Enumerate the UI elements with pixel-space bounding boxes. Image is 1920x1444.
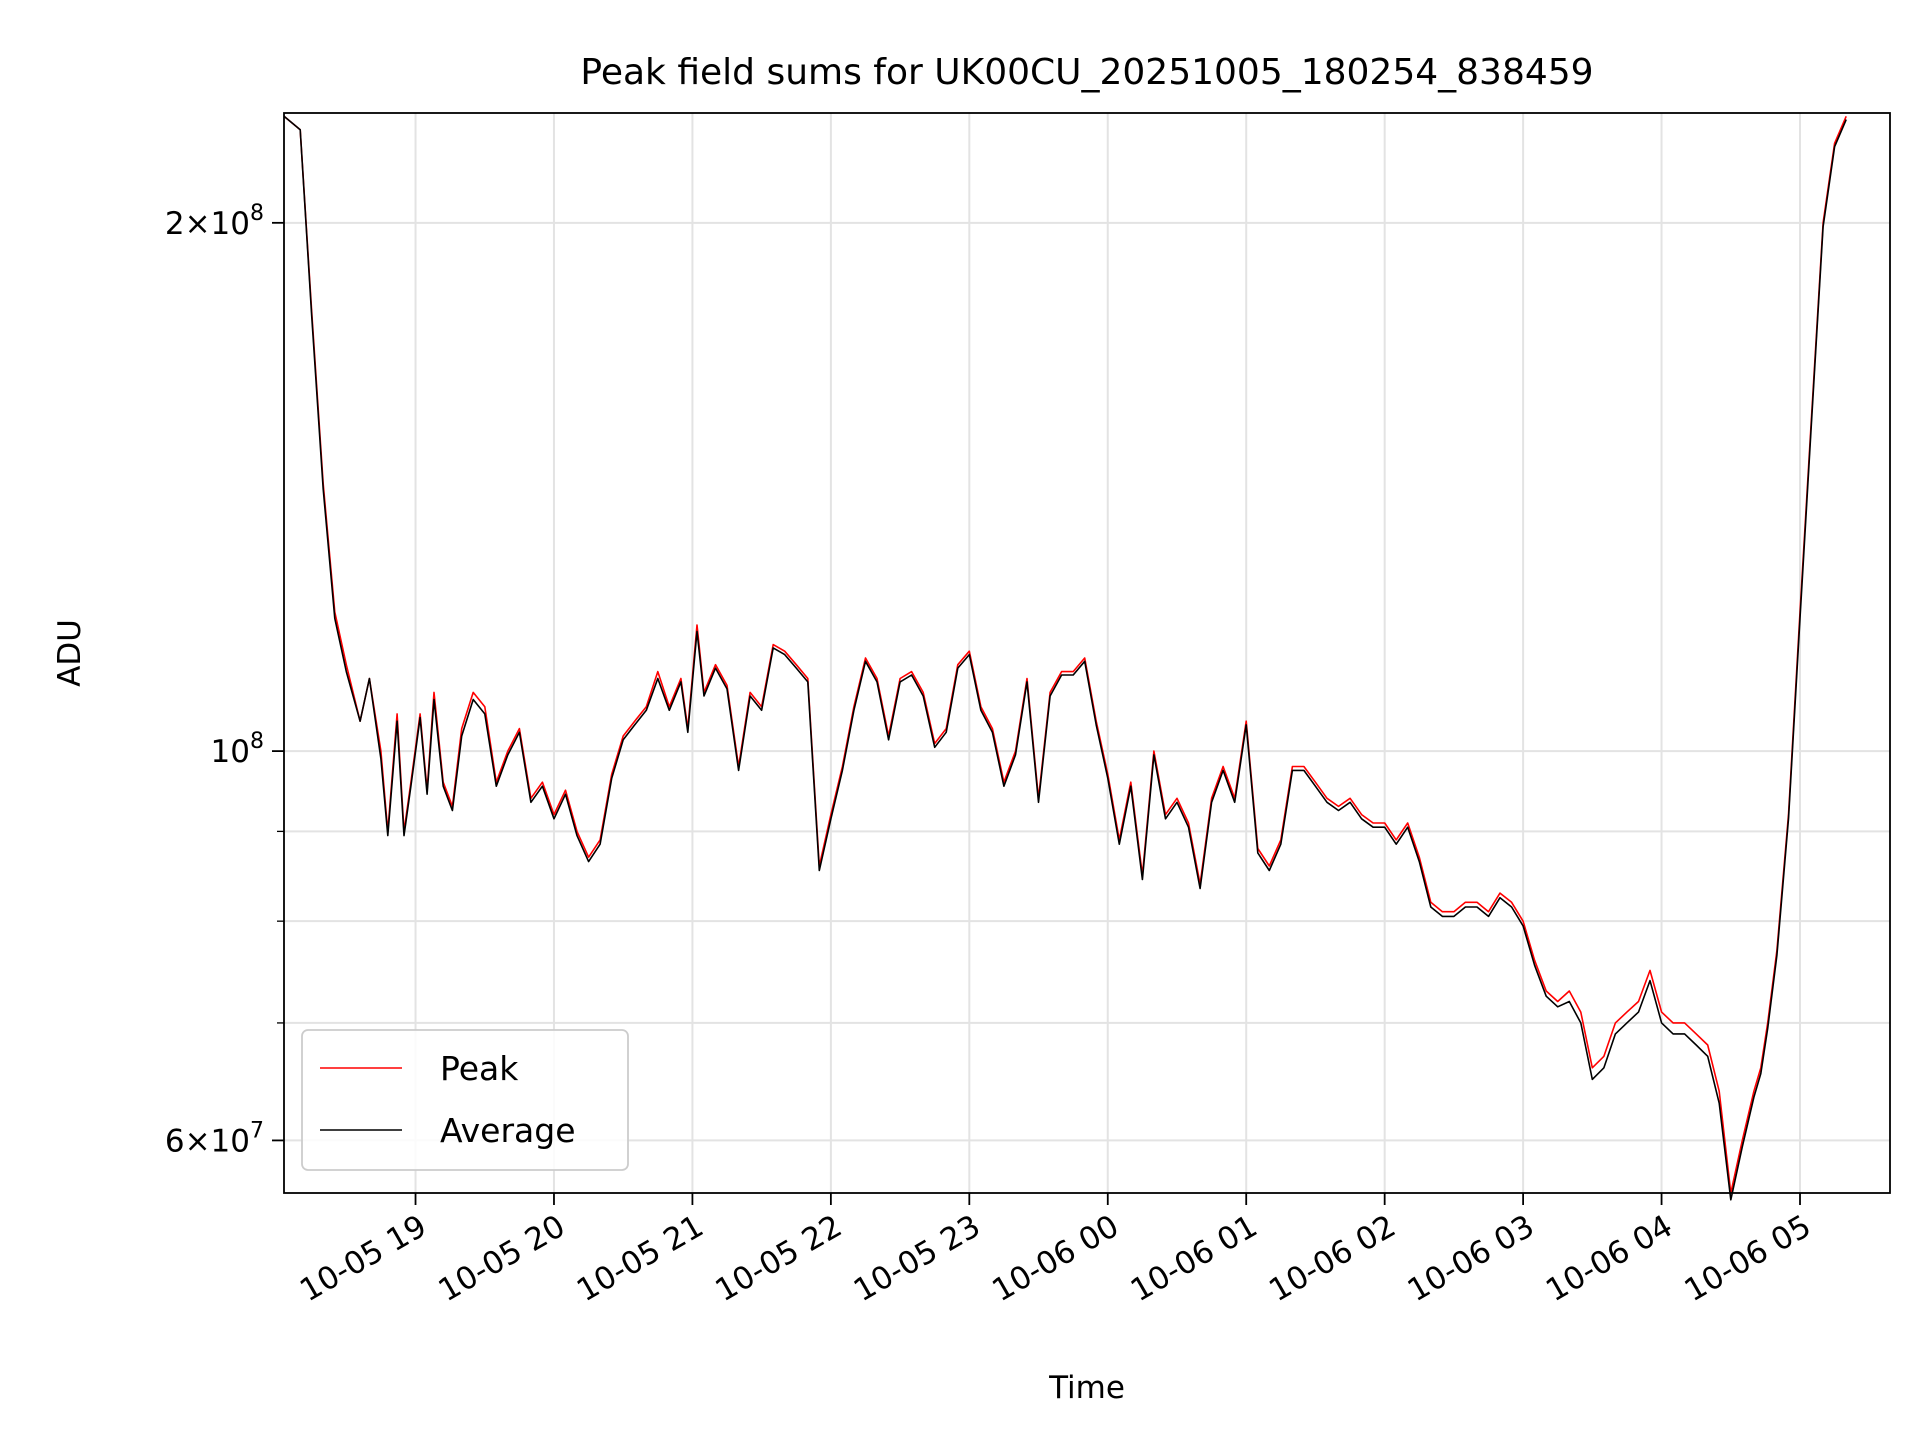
y-tick-label: 108 xyxy=(211,729,264,770)
chart-title: Peak field sums for UK00CU_20251005_1802… xyxy=(580,52,1593,93)
y-tick-base: 10 xyxy=(211,1123,250,1159)
y-tick-label: 2×108 xyxy=(165,201,264,242)
x-axis-label: Time xyxy=(1048,1370,1125,1406)
legend: Peak Average xyxy=(301,1029,629,1171)
x-tick-label: 10-06 05 xyxy=(1678,1208,1817,1309)
y-tick-exponent: 8 xyxy=(250,201,264,226)
y-tick-label: 6×107 xyxy=(165,1118,264,1159)
legend-average-label: Average xyxy=(440,1111,576,1150)
y-tick-mantissa: 2 xyxy=(165,206,185,242)
legend-box xyxy=(301,1029,629,1171)
y-tick-base: 10 xyxy=(211,206,250,242)
x-tick-label: 10-05 21 xyxy=(571,1208,710,1309)
x-tick-label: 10-06 02 xyxy=(1263,1208,1402,1309)
x-tick-label: 10-05 19 xyxy=(294,1208,433,1309)
series-line-average xyxy=(283,115,1847,1201)
y-tick-times: × xyxy=(185,206,211,242)
axes-frame xyxy=(283,112,1891,1194)
x-tick-label: 10-06 01 xyxy=(1125,1208,1264,1309)
legend-peak-label: Peak xyxy=(440,1049,519,1088)
plot-area xyxy=(283,115,1847,1201)
x-axis-ticks: 10-05 19 10-05 20 10-05 21 10-05 22 10-05 23… xyxy=(294,1193,1817,1309)
x-tick-label: 10-05 23 xyxy=(848,1208,987,1309)
y-tick-mantissa: 6 xyxy=(165,1123,185,1159)
y-tick-times: × xyxy=(185,1123,211,1159)
y-tick-base: 10 xyxy=(211,734,250,770)
x-tick-label: 10-05 22 xyxy=(709,1208,848,1309)
y-axis-label: ADU xyxy=(52,619,88,687)
y-tick-exponent: 7 xyxy=(250,1118,264,1143)
x-tick-label: 10-06 03 xyxy=(1402,1208,1541,1309)
y-tick-exponent: 8 xyxy=(250,729,264,754)
x-tick-label: 10-06 04 xyxy=(1540,1208,1679,1309)
x-tick-label: 10-05 20 xyxy=(432,1208,571,1309)
x-tick-label: 10-06 00 xyxy=(986,1208,1125,1309)
